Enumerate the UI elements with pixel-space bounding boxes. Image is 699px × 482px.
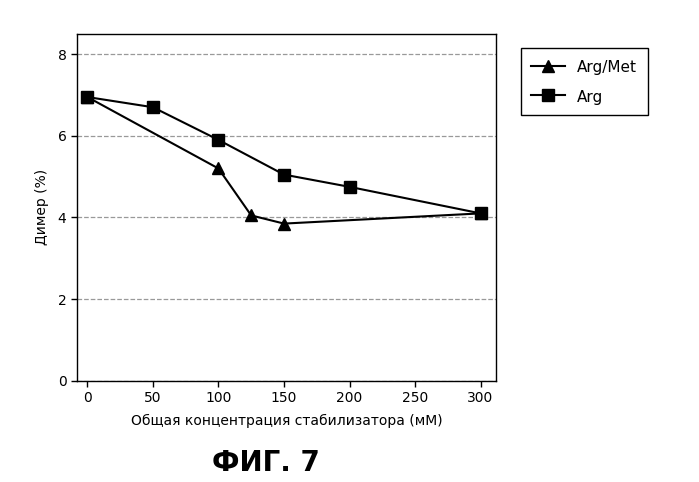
Arg (280, 172, 288, 177)
Arg/Met (214, 166, 222, 172)
Legend: Arg/Met, Arg: Arg/Met, Arg (521, 48, 648, 115)
Arg/Met (247, 213, 255, 218)
Arg/Met (280, 221, 288, 227)
Arg (214, 137, 222, 143)
Y-axis label: Димер (%): Димер (%) (35, 169, 49, 245)
Arg (149, 104, 157, 110)
Arg (345, 184, 354, 190)
Arg/Met (83, 94, 92, 100)
X-axis label: Общая концентрация стабилизатора (мМ): Общая концентрация стабилизатора (мМ) (131, 414, 442, 428)
Text: ФИГ. 7: ФИГ. 7 (212, 449, 319, 477)
Arg (83, 94, 92, 100)
Line: Arg/Met: Arg/Met (82, 92, 486, 229)
Line: Arg: Arg (82, 92, 486, 219)
Arg (477, 211, 485, 216)
Arg/Met (477, 211, 485, 216)
